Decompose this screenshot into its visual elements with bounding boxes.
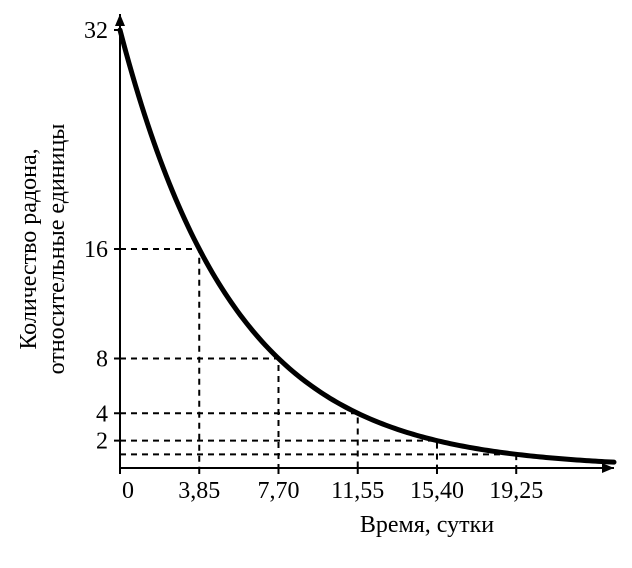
y-tick-label: 16 (84, 237, 108, 263)
decay-chart: 0 3,85 7,70 11,55 15,40 19,25 24 8 16 32 Время, су… (0, 0, 632, 568)
x-tick-label: 15,40 (410, 478, 464, 504)
y-axis-arrow (115, 14, 125, 26)
x-tick-label: 11,55 (331, 478, 384, 504)
reference-line (120, 454, 516, 468)
x-tick-label: 0 (122, 478, 134, 504)
x-tick-label: 7,70 (257, 478, 299, 504)
y-tick-label: 2 (96, 429, 108, 455)
x-tick-label: 3,85 (178, 478, 220, 504)
chart-container: 0 3,85 7,70 11,55 15,40 19,25 24 8 16 32 Время, су… (0, 0, 632, 568)
x-tick-label: 19,25 (489, 478, 543, 504)
y-tick-label: 4 (96, 401, 108, 427)
decay-curve (120, 30, 614, 462)
y-tick-label: 32 (84, 18, 108, 44)
y-axis-label-line2: относительные единицы (44, 124, 70, 375)
x-axis-label: Время, сутки (360, 512, 494, 538)
y-axis-label-line1: Количество радона, (16, 148, 42, 349)
y-tick-label: 8 (96, 347, 108, 373)
